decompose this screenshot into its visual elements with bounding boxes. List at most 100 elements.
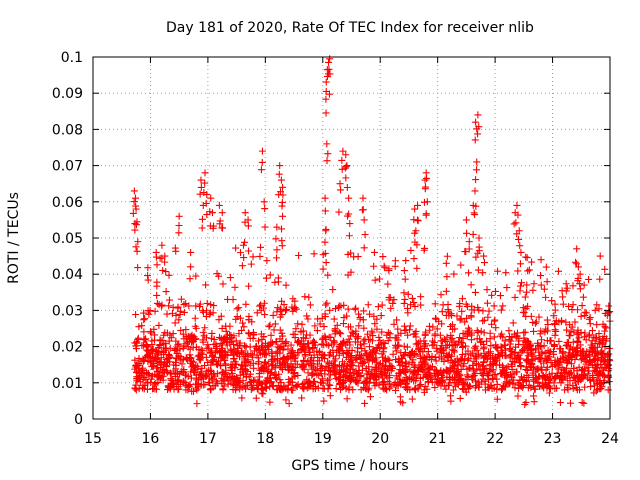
data-point	[550, 312, 558, 320]
data-point	[277, 379, 285, 387]
data-point	[591, 340, 599, 348]
data-point	[323, 377, 331, 385]
data-point	[420, 337, 428, 345]
data-point	[241, 209, 249, 217]
data-point	[320, 341, 328, 349]
data-point	[301, 351, 309, 359]
data-point	[256, 252, 264, 260]
data-point	[395, 369, 403, 377]
data-point	[550, 341, 558, 349]
data-point	[389, 299, 397, 307]
data-point	[260, 198, 268, 206]
data-point	[479, 269, 487, 277]
data-point	[593, 375, 601, 383]
data-point	[153, 261, 161, 269]
data-point	[141, 315, 149, 323]
data-point	[466, 364, 474, 372]
data-point	[554, 267, 562, 275]
data-point	[313, 347, 321, 355]
data-point	[511, 293, 519, 301]
data-point	[426, 326, 434, 334]
data-point	[452, 367, 460, 375]
data-point	[365, 356, 373, 364]
data-point	[353, 378, 361, 386]
data-point	[373, 325, 381, 333]
data-point	[545, 389, 553, 397]
data-point	[253, 309, 261, 317]
data-point	[593, 301, 601, 309]
data-point	[525, 266, 533, 274]
data-point	[502, 368, 510, 376]
data-point	[471, 344, 479, 352]
data-point	[483, 299, 491, 307]
data-point	[325, 90, 333, 98]
data-point	[323, 299, 331, 307]
y-tick-label: 0	[74, 412, 83, 428]
data-point	[218, 324, 226, 332]
data-point	[345, 355, 353, 363]
data-point	[458, 295, 466, 303]
data-point	[262, 339, 270, 347]
data-point	[445, 312, 453, 320]
data-point	[379, 345, 387, 353]
data-point	[132, 311, 140, 319]
data-point	[423, 174, 431, 182]
data-point	[375, 333, 383, 341]
data-point	[598, 383, 606, 391]
data-point	[240, 382, 248, 390]
data-point	[306, 331, 314, 339]
data-point	[329, 286, 337, 294]
data-point	[480, 329, 488, 337]
data-point	[605, 350, 613, 358]
data-point	[572, 258, 580, 266]
data-point	[202, 371, 210, 379]
data-point	[238, 361, 246, 369]
data-point	[410, 255, 418, 263]
data-point	[131, 356, 139, 364]
data-point	[582, 336, 590, 344]
data-point	[421, 343, 429, 351]
data-point	[366, 352, 374, 360]
data-point	[165, 350, 173, 358]
data-point	[462, 216, 470, 224]
data-point	[144, 379, 152, 387]
data-point	[443, 252, 451, 260]
data-point	[279, 191, 287, 199]
data-point	[153, 371, 161, 379]
data-point	[429, 337, 437, 345]
data-point	[558, 287, 566, 295]
data-point	[187, 374, 195, 382]
x-axis-label: GPS time / hours	[291, 458, 408, 474]
data-point	[475, 243, 483, 251]
data-point	[166, 358, 174, 366]
data-point	[133, 247, 141, 255]
data-point	[189, 361, 197, 369]
data-point	[445, 351, 453, 359]
data-point	[573, 384, 581, 392]
data-point	[407, 353, 415, 361]
data-point	[305, 383, 313, 391]
data-point	[552, 373, 560, 381]
data-point	[210, 302, 218, 310]
data-point	[506, 378, 514, 386]
data-point	[195, 355, 203, 363]
data-point	[244, 352, 252, 360]
data-point	[276, 326, 284, 334]
data-point	[524, 267, 532, 275]
data-point	[514, 354, 522, 362]
data-point	[529, 376, 537, 384]
data-point	[544, 320, 552, 328]
data-point	[531, 319, 539, 327]
data-point	[438, 378, 446, 386]
data-point	[297, 337, 305, 345]
data-point	[307, 382, 315, 390]
data-point	[453, 312, 461, 320]
data-point	[480, 359, 488, 367]
data-point	[245, 373, 253, 381]
data-point	[273, 246, 281, 254]
data-point	[280, 342, 288, 350]
data-point	[310, 369, 318, 377]
data-point	[165, 296, 173, 304]
data-point	[414, 217, 422, 225]
data-point	[174, 386, 182, 394]
